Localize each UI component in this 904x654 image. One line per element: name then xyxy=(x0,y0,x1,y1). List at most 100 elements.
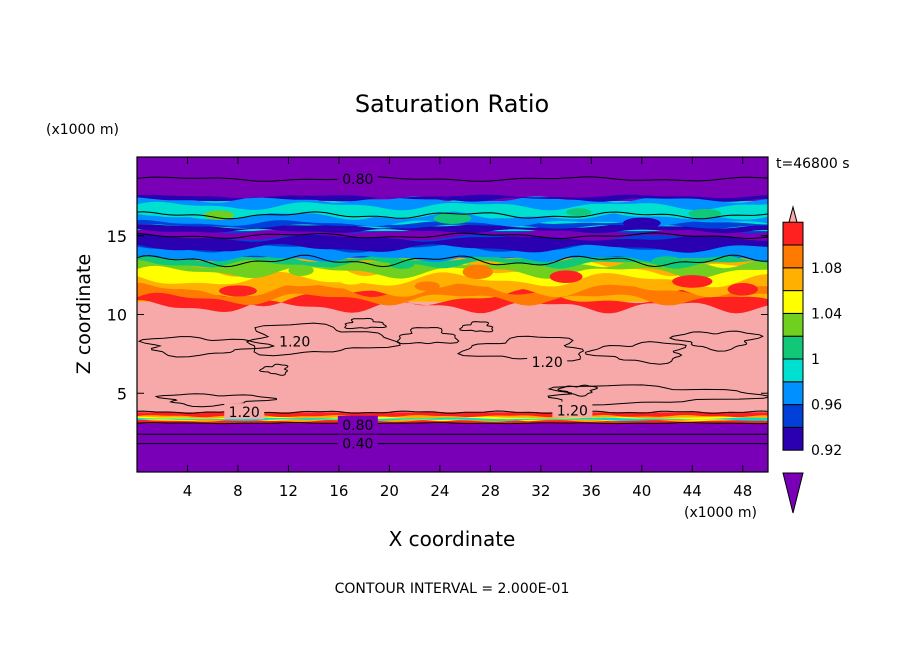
contour-patch-14 xyxy=(389,259,415,269)
contour-line-2 xyxy=(137,232,768,240)
contour-loop-2 xyxy=(397,326,460,345)
layer-band-0 xyxy=(137,423,768,472)
contour-label-bg-0 xyxy=(337,170,378,187)
colorbar-swatch-8 xyxy=(782,267,804,292)
colorbar-tick-label: 1.04 xyxy=(811,306,842,322)
contour-label-bg-2 xyxy=(527,352,568,369)
contour-patch-2 xyxy=(566,208,592,217)
y-axis-label: Z coordinate xyxy=(73,254,95,374)
contour-label-5: 0.80 xyxy=(342,418,373,434)
contour-label-0: 0.80 xyxy=(342,172,373,188)
contour-label-bg-4 xyxy=(552,401,593,418)
contour-patch-3 xyxy=(688,208,722,219)
contour-band-10 xyxy=(137,232,768,253)
contour-label-4: 1.20 xyxy=(557,404,588,420)
layer-band-2 xyxy=(137,301,768,413)
contour-loop-9 xyxy=(459,321,494,333)
contour-patch-8 xyxy=(672,275,713,288)
contour-band-9 xyxy=(137,243,768,262)
x-tick-label: 44 xyxy=(683,482,702,500)
contour-fill-area xyxy=(137,157,768,472)
x-axis-units: (x1000 m) xyxy=(684,505,757,521)
y-tick-label: 15 xyxy=(107,227,127,246)
colorbar-tick-label: 0.96 xyxy=(811,398,842,414)
y-tick-label: 5 xyxy=(117,384,127,403)
contour-patch-12 xyxy=(414,281,440,291)
x-tick-label: 16 xyxy=(329,482,348,500)
contour-band-5 xyxy=(137,269,768,298)
colorbar-swatch-3 xyxy=(782,381,804,406)
contour-patch-9 xyxy=(727,283,758,296)
x-tick-label: 8 xyxy=(233,482,243,500)
colorbar-swatch-6 xyxy=(782,312,804,337)
contour-label-3: 1.20 xyxy=(229,405,260,421)
contour-band-17 xyxy=(137,194,768,202)
x-tick-label: 32 xyxy=(531,482,550,500)
colorbar-tick-label: 1 xyxy=(811,352,820,368)
contour-interval-footer: CONTOUR INTERVAL = 2.000E-01 xyxy=(335,581,570,597)
contour-patch-10 xyxy=(219,285,257,297)
contour-band-4 xyxy=(137,281,768,306)
contour-patch-6 xyxy=(462,264,493,280)
time-label: t=46800 s xyxy=(776,156,850,172)
colorbar-tick-label: 1.08 xyxy=(811,261,842,277)
x-tick-label: 28 xyxy=(481,482,500,500)
contour-band-15 xyxy=(137,200,768,220)
colorbar-tick-label: 0.92 xyxy=(811,443,842,459)
colorbar-swatch-1 xyxy=(782,426,804,451)
colorbar-swatch-7 xyxy=(782,290,804,314)
x-tick-label: 12 xyxy=(279,482,298,500)
colorbar-low-arrow xyxy=(782,472,804,514)
x-tick-label: 48 xyxy=(733,482,752,500)
y-axis-ticks: 5 10 15 xyxy=(107,227,768,403)
contour-patch-4 xyxy=(622,217,661,229)
colorbar xyxy=(782,205,804,514)
y-axis-units: (x1000 m) xyxy=(46,122,119,138)
x-tick-label: 40 xyxy=(632,482,651,500)
layer-band-6 xyxy=(137,157,768,202)
contour-label-bg-5 xyxy=(337,415,378,432)
colorbar-swatch-4 xyxy=(782,358,804,383)
contour-patch-1 xyxy=(433,212,472,224)
colorbar-swatch-5 xyxy=(782,335,804,360)
contour-patch-7 xyxy=(549,270,583,284)
contour-label-bg-6 xyxy=(337,434,378,451)
x-axis-label: X coordinate xyxy=(389,527,516,551)
colorbar-swatch-9 xyxy=(782,244,804,269)
contour-band-3 xyxy=(137,288,768,314)
contour-line-0 xyxy=(137,176,768,182)
colorbar-swatch-2 xyxy=(782,404,804,428)
contour-loop-7 xyxy=(547,384,768,406)
contour-label-1: 1.20 xyxy=(279,334,310,350)
y-tick-label: 10 xyxy=(107,306,127,325)
contour-loop-11 xyxy=(557,384,598,397)
x-axis-ticks: 4 8 12 16 20 24 28 32 36 40 44 48 xyxy=(183,157,752,500)
contour-loop-8 xyxy=(344,317,388,330)
contour-labels: 0.80 1.20 1.20 1.20 1.20 0.80 0.40 xyxy=(224,170,593,453)
contour-loop-1 xyxy=(245,322,401,357)
contour-line-1 xyxy=(137,211,768,220)
contour-loop-5 xyxy=(668,330,764,352)
contour-patch-13 xyxy=(338,275,365,285)
contour-patch-0 xyxy=(203,210,235,220)
contour-patch-5 xyxy=(288,264,314,276)
contour-band-16 xyxy=(137,196,768,211)
colorbar-swatch-10 xyxy=(782,221,804,246)
chart-title: Saturation Ratio xyxy=(355,90,549,118)
contour-loop-10 xyxy=(258,363,289,376)
x-tick-label: 36 xyxy=(582,482,601,500)
contour-loop-4 xyxy=(584,341,687,365)
contour-band-12 xyxy=(137,224,768,234)
contour-line-4 xyxy=(137,422,768,425)
contour-label-2: 1.20 xyxy=(532,355,563,371)
contour-label-bg-3 xyxy=(224,403,265,420)
contour-label-bg-1 xyxy=(274,332,315,349)
x-tick-label: 20 xyxy=(380,482,399,500)
contour-label-6: 0.40 xyxy=(342,437,373,453)
colorbar-tick-labels: 0.92 0.96 1 1.04 1.08 xyxy=(811,261,842,459)
contour-loop-0 xyxy=(137,336,276,358)
x-tick-label: 4 xyxy=(183,482,193,500)
contour-band-2 xyxy=(137,417,768,421)
contour-line-3 xyxy=(137,254,768,268)
